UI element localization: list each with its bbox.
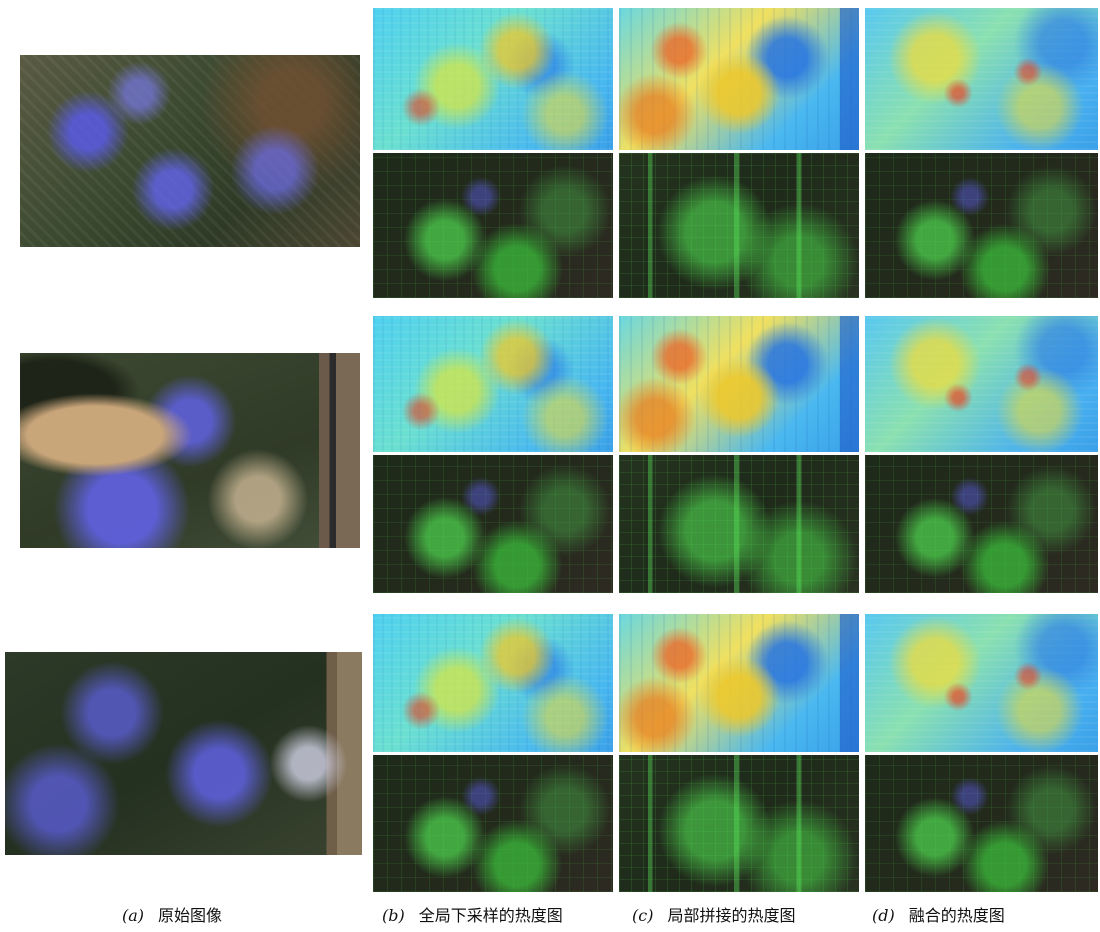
overlay-global bbox=[373, 153, 613, 298]
caption: (b) 全局下采样的热度图 bbox=[382, 902, 563, 926]
heatmap-local bbox=[619, 614, 859, 752]
overlay-fused bbox=[865, 755, 1098, 892]
overlay-fused bbox=[865, 153, 1098, 298]
overlay-local bbox=[619, 755, 859, 892]
caption: (c) 局部拼接的热度图 bbox=[632, 902, 795, 926]
caption: (a) 原始图像 bbox=[122, 902, 222, 926]
original-image bbox=[20, 353, 360, 548]
overlay-fused bbox=[865, 455, 1098, 593]
heatmap-fused bbox=[865, 8, 1098, 150]
caption-label: (c) bbox=[632, 906, 653, 925]
heatmap-global bbox=[373, 316, 613, 452]
heatmap-fused bbox=[865, 316, 1098, 452]
caption-label: (a) bbox=[122, 906, 144, 925]
heatmap-fused bbox=[865, 614, 1098, 752]
caption-label: (b) bbox=[382, 906, 405, 925]
original-image bbox=[5, 652, 362, 855]
overlay-local bbox=[619, 153, 859, 298]
heatmap-local bbox=[619, 8, 859, 150]
heatmap-local bbox=[619, 316, 859, 452]
caption-text: 原始图像 bbox=[158, 906, 222, 925]
original-image bbox=[20, 55, 360, 247]
caption-text: 局部拼接的热度图 bbox=[667, 906, 795, 925]
caption-text: 融合的热度图 bbox=[909, 906, 1005, 925]
overlay-global bbox=[373, 755, 613, 892]
overlay-global bbox=[373, 455, 613, 593]
overlay-local bbox=[619, 455, 859, 593]
caption-text: 全局下采样的热度图 bbox=[419, 906, 563, 925]
caption: (d) 融合的热度图 bbox=[872, 902, 1005, 926]
heatmap-global bbox=[373, 8, 613, 150]
figure-page: (a) 原始图像 (b) 全局下采样的热度图 (c) 局部拼接的热度图 (d) 融合的热… bbox=[0, 0, 1100, 932]
heatmap-global bbox=[373, 614, 613, 752]
caption-label: (d) bbox=[872, 906, 895, 925]
